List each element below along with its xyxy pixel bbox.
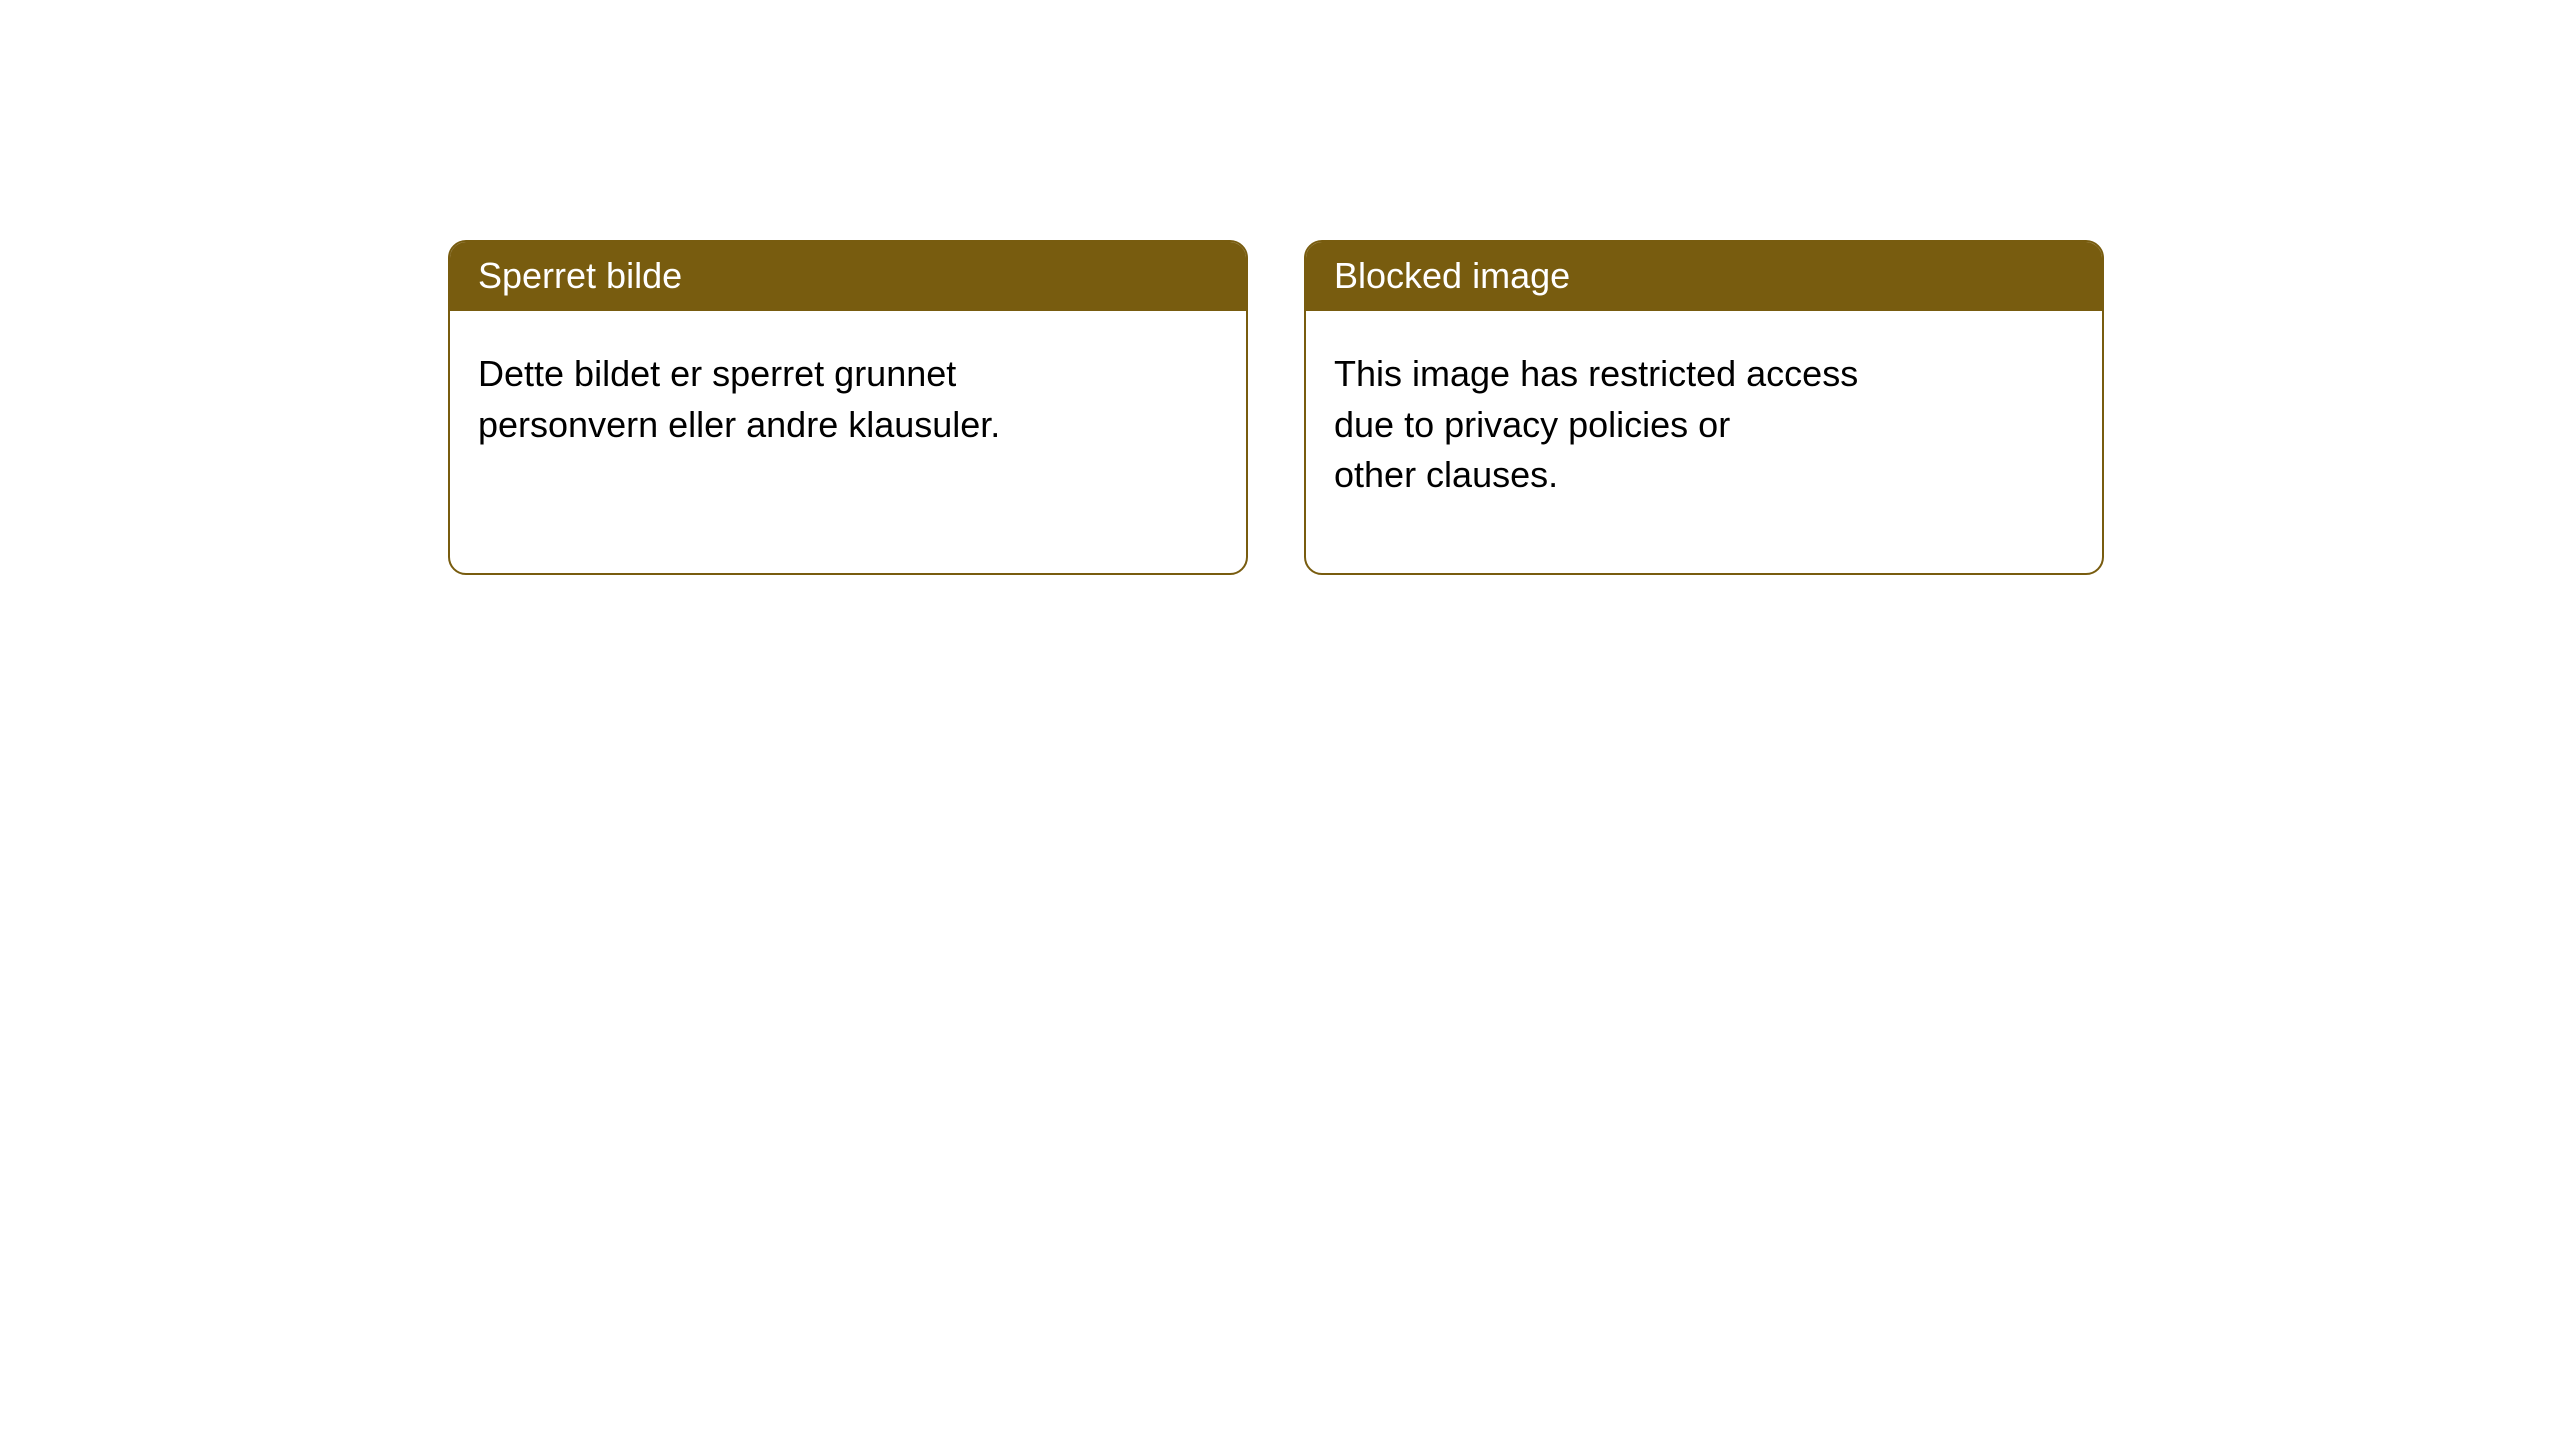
notice-card-en: Blocked image This image has restricted … — [1304, 240, 2104, 575]
notice-body-no: Dette bildet er sperret grunnet personve… — [450, 311, 1246, 478]
notice-container: Sperret bilde Dette bildet er sperret gr… — [0, 0, 2560, 575]
notice-title-no: Sperret bilde — [450, 242, 1246, 311]
notice-card-no: Sperret bilde Dette bildet er sperret gr… — [448, 240, 1248, 575]
notice-title-en: Blocked image — [1306, 242, 2102, 311]
notice-body-en: This image has restricted access due to … — [1306, 311, 2102, 528]
